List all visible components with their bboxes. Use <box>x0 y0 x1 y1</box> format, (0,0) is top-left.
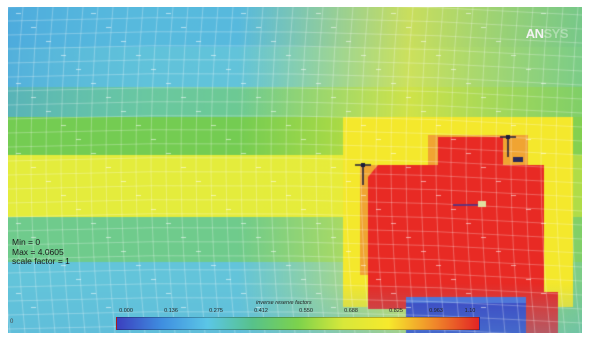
legend-tick: 0.963 <box>429 308 443 314</box>
scale-factor: scale factor = 1 <box>12 256 70 266</box>
corner-mark: 0 <box>10 319 14 325</box>
legend-tick: 0.550 <box>299 308 313 314</box>
legend-tick: 0.412 <box>254 308 268 314</box>
fea-mesh-contour[interactable] <box>8 7 582 333</box>
legend-ticks: 0.000 0.136 0.275 0.412 0.550 0.688 0.82… <box>114 308 482 316</box>
legend-title: inverse reserve factors <box>256 300 312 306</box>
legend-tick: 0.688 <box>344 308 358 314</box>
color-legend: inverse reserve factors 0.000 0.136 0.27… <box>114 300 482 333</box>
legend-tick: 0.275 <box>209 308 223 314</box>
result-stats: Min = 0 Max = 4.0605 scale factor = 1 <box>12 237 70 267</box>
legend-tick: 0.000 <box>119 308 133 314</box>
max-value: Max = 4.0605 <box>12 246 64 257</box>
fea-viewport[interactable]: ANSYS Min = 0 Max = 4.0605 scale factor … <box>8 7 582 333</box>
min-value: Min = 0 <box>12 237 41 247</box>
legend-tick: 1.10 <box>464 308 476 314</box>
legend-tick: 0.825 <box>389 308 403 314</box>
legend-tick: 0.136 <box>164 308 178 314</box>
ansys-logo: ANSYS <box>525 26 569 41</box>
legend-gradient-bar <box>116 317 480 330</box>
